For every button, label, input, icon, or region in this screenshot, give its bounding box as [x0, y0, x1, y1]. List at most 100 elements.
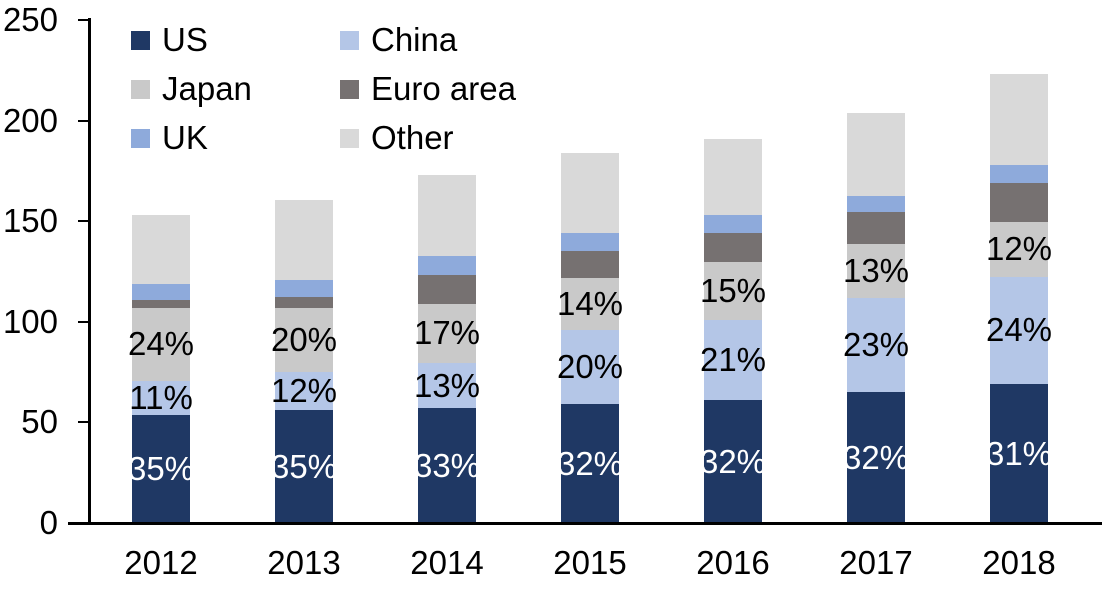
bar-value-label: 32% — [556, 444, 624, 482]
y-tick-mark — [78, 421, 88, 424]
bar-segment-us — [275, 410, 333, 523]
bar-value-label: 33% — [413, 446, 481, 484]
bar-segment-other — [847, 112, 905, 197]
legend-swatch-japan — [131, 79, 150, 99]
legend-swatch-uk — [131, 128, 150, 148]
bar-segment-japan — [275, 307, 333, 373]
bar-segment-euro-area — [561, 251, 619, 278]
bar-value-label: 32% — [842, 438, 910, 476]
x-tick-label: 2012 — [124, 544, 198, 581]
x-axis-line — [68, 522, 1102, 525]
bar-segment-china — [132, 381, 190, 416]
bar-value-label: 14% — [556, 284, 624, 322]
bar-value-label: 17% — [413, 314, 481, 352]
bar-segment-uk — [990, 164, 1048, 183]
bar-value-label: 23% — [842, 325, 910, 363]
bar-value-label: 12% — [985, 230, 1053, 268]
bar-segment-other — [275, 200, 333, 280]
bar-segment-uk — [418, 256, 476, 275]
bar-segment-japan — [418, 303, 476, 364]
bar-segment-us — [990, 384, 1048, 523]
bar-value-label: 13% — [842, 251, 910, 289]
bar-segment-japan — [561, 277, 619, 330]
bar-segment-japan — [132, 307, 190, 382]
legend-swatch-china — [340, 30, 359, 50]
legend-item-china: China — [340, 23, 457, 56]
bar-segment-euro-area — [847, 212, 905, 245]
y-tick-mark — [78, 220, 88, 223]
y-tick-label: 200 — [2, 101, 58, 139]
legend-item-other: Other — [340, 119, 454, 156]
bar-value-label: 12% — [270, 372, 338, 410]
x-tick-label: 2014 — [410, 544, 484, 581]
y-tick-label: 100 — [2, 302, 58, 340]
legend-label: US — [162, 21, 208, 58]
bar-value-label: 20% — [556, 348, 624, 386]
bar-segment-other — [418, 174, 476, 257]
bar-segment-other — [704, 138, 762, 216]
bar-segment-uk — [704, 215, 762, 234]
bar-value-label: 24% — [127, 325, 195, 363]
legend-label: UK — [162, 119, 208, 156]
y-tick-label: 50 — [21, 403, 58, 441]
bar-segment-us — [418, 408, 476, 523]
bar-segment-uk — [847, 196, 905, 213]
legend-item-euro-area: Euro area — [340, 70, 516, 107]
bar-segment-us — [847, 392, 905, 523]
legend-swatch-other — [340, 128, 359, 148]
y-axis-line — [88, 18, 91, 525]
legend-label: Euro area — [371, 70, 516, 107]
legend-item-uk: UK — [131, 119, 208, 156]
y-tick-label: 250 — [2, 1, 58, 38]
bar-segment-japan — [704, 262, 762, 320]
bar-segment-china — [418, 363, 476, 409]
bar-value-label: 11% — [129, 379, 193, 417]
x-tick-label: 2018 — [982, 544, 1056, 581]
bar-segment-china — [847, 297, 905, 393]
bar-value-label: 13% — [413, 366, 481, 404]
bar-segment-china — [275, 372, 333, 411]
bar-value-label: 20% — [270, 320, 338, 358]
bar-value-label: 24% — [985, 311, 1053, 349]
bar-segment-china — [990, 276, 1048, 385]
y-tick-mark — [78, 19, 88, 21]
y-tick-label: 0 — [39, 504, 58, 541]
bar-segment-china — [704, 319, 762, 401]
bar-segment-uk — [561, 233, 619, 252]
y-tick-label: 150 — [2, 202, 58, 240]
legend-swatch-us — [131, 30, 150, 50]
x-tick-label: 2013 — [267, 544, 341, 581]
bar-segment-euro-area — [990, 182, 1048, 223]
x-tick-label: 2017 — [839, 544, 913, 581]
bar-segment-china — [561, 329, 619, 405]
bar-segment-us — [704, 400, 762, 523]
legend-label: Japan — [162, 70, 252, 107]
bar-segment-other — [990, 74, 1048, 165]
bar-segment-other — [561, 152, 619, 234]
bar-value-label: 35% — [270, 447, 338, 485]
bar-segment-euro-area — [418, 274, 476, 304]
bar-segment-euro-area — [704, 233, 762, 263]
bar-segment-uk — [132, 283, 190, 300]
bar-segment-euro-area — [132, 299, 190, 308]
x-tick-label: 2015 — [553, 544, 627, 581]
bar-segment-uk — [275, 279, 333, 297]
bar-value-label: 15% — [699, 272, 767, 310]
bar-segment-euro-area — [275, 296, 333, 308]
bar-segment-japan — [990, 222, 1048, 277]
legend-swatch-euro-area — [340, 79, 359, 99]
bar-value-label: 35% — [127, 450, 195, 488]
x-tick-label: 2016 — [696, 544, 770, 581]
bar-value-label: 32% — [699, 442, 767, 480]
legend-label: Other — [371, 119, 454, 156]
bar-value-label: 31% — [985, 434, 1053, 472]
bar-segment-other — [132, 215, 190, 284]
legend-item-us: US — [131, 21, 208, 58]
bar-segment-us — [132, 415, 190, 523]
y-tick-mark — [78, 119, 88, 122]
y-tick-mark — [78, 320, 88, 323]
bar-segment-us — [561, 404, 619, 523]
bar-value-label: 21% — [699, 341, 767, 379]
legend-item-japan: Japan — [131, 70, 252, 107]
